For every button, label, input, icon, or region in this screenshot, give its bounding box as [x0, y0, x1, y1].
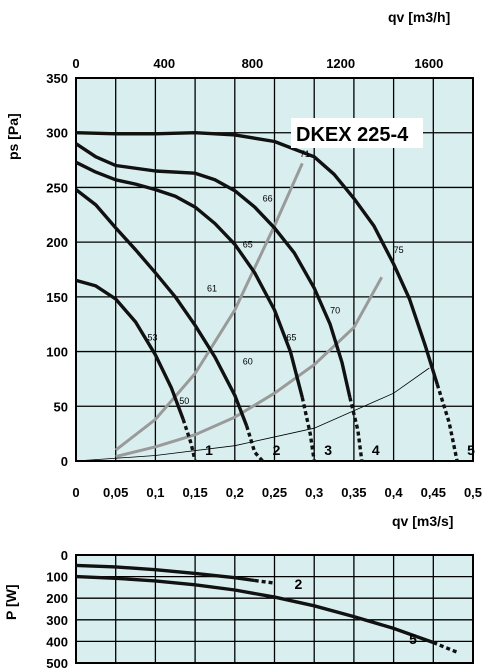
efficiency-line [114, 162, 304, 452]
fan-curve-5 [75, 131, 439, 385]
efficiency-label: 75 [394, 245, 404, 255]
efficiency-label: 61 [207, 283, 217, 293]
fan-curve-3 [75, 160, 304, 398]
power-y-ticks: 0 100 200 300 400 500 [46, 548, 68, 670]
x-tick-label: 0,45 [421, 485, 446, 500]
fan-curve-4 [75, 142, 352, 398]
fan-curve-tail-2 [245, 425, 264, 463]
top-axis-label: qv [m3/h] [388, 9, 450, 25]
curve-label-5: 5 [467, 442, 475, 458]
x-axis-ticks: 0 0,05 0,1 0,15 0,2 0,25 0,3 0,35 0,4 0,45 0,5 [72, 485, 482, 500]
x-tick-label: 0,2 [226, 485, 244, 500]
power-y-axis-label: P [W] [3, 584, 19, 620]
power-curve-labels: 25 [295, 576, 418, 647]
fan-curve-1 [75, 278, 185, 420]
power-y-tick-label: 0 [61, 548, 68, 563]
efficiency-label: 71 [300, 149, 310, 159]
curve-label-1: 1 [205, 442, 213, 458]
efficiency-label: 65 [286, 333, 296, 343]
power-curve-label-2: 2 [295, 576, 303, 592]
efficiency-line [75, 367, 430, 462]
x-tick-label: 0,4 [385, 485, 404, 500]
power-y-tick-label: 400 [46, 634, 68, 649]
y-tick-label: 50 [54, 399, 68, 414]
efficiency-label: 70 [330, 305, 340, 315]
power-curves [75, 563, 458, 654]
chart-title: DKEX 225-4 [296, 124, 409, 146]
x-tick-label: 0,25 [262, 485, 287, 500]
curve-label-2: 2 [273, 442, 281, 458]
efficiency-label: 65 [243, 240, 253, 250]
power-y-tick-label: 200 [46, 591, 68, 606]
title-box [291, 118, 423, 148]
efficiency-line [115, 276, 384, 459]
x-tick-label: 0,35 [341, 485, 366, 500]
x-tick-label: 0,5 [464, 485, 482, 500]
efficiency-label: 66 [263, 194, 273, 204]
efficiency-label: 53 [147, 333, 157, 343]
y-tick-label: 300 [46, 126, 68, 141]
power-curve-tail-2 [254, 578, 275, 585]
power-curve-2 [75, 563, 255, 583]
curve-label-3: 3 [324, 442, 332, 458]
top-tick-label: 0 [72, 56, 79, 71]
power-curve-tail-5 [432, 640, 458, 654]
efficiency-lines [75, 162, 430, 462]
efficiency-label: 60 [243, 357, 253, 367]
x-axis-label: qv [m3/s] [392, 513, 453, 529]
x-tick-label: 0 [72, 485, 79, 500]
power-curve-label-5: 5 [409, 631, 417, 647]
y-tick-label: 200 [46, 235, 68, 250]
y-tick-label: 150 [46, 290, 68, 305]
efficiency-labels: 53 50 61 60 65 65 66 71 70 75 [147, 149, 403, 406]
power-y-tick-label: 500 [46, 656, 68, 670]
y-tick-label: 350 [46, 71, 68, 86]
top-axis-ticks: 0 400 800 1200 1600 [72, 56, 443, 71]
top-tick-label: 1600 [414, 56, 443, 71]
fan-curve-tail-3 [300, 397, 316, 462]
top-tick-label: 400 [153, 56, 175, 71]
x-tick-label: 0,1 [146, 485, 164, 500]
y-tick-label: 250 [46, 180, 68, 195]
curve-labels: 1 2 3 4 5 [205, 442, 475, 458]
fan-curve-tail-1 [181, 418, 197, 462]
power-y-tick-label: 100 [46, 570, 68, 585]
x-tick-label: 0,3 [305, 485, 323, 500]
fan-curve-tail-5 [435, 383, 459, 462]
top-tick-label: 1200 [326, 56, 355, 71]
y-axis-ticks: 0 50 100 150 200 250 300 350 [46, 71, 68, 469]
fan-curve-2 [74, 188, 249, 427]
curve-label-4: 4 [372, 442, 380, 458]
top-tick-label: 800 [242, 56, 264, 71]
x-tick-label: 0,05 [103, 485, 128, 500]
y-axis-label: ps [Pa] [5, 113, 21, 160]
power-curve-5 [75, 574, 434, 645]
y-tick-label: 0 [61, 454, 68, 469]
fan-curves [74, 131, 459, 463]
x-tick-label: 0,15 [182, 485, 207, 500]
y-tick-label: 100 [46, 345, 68, 360]
efficiency-label: 50 [179, 396, 189, 406]
power-grid [75, 554, 474, 664]
power-y-tick-label: 300 [46, 613, 68, 628]
